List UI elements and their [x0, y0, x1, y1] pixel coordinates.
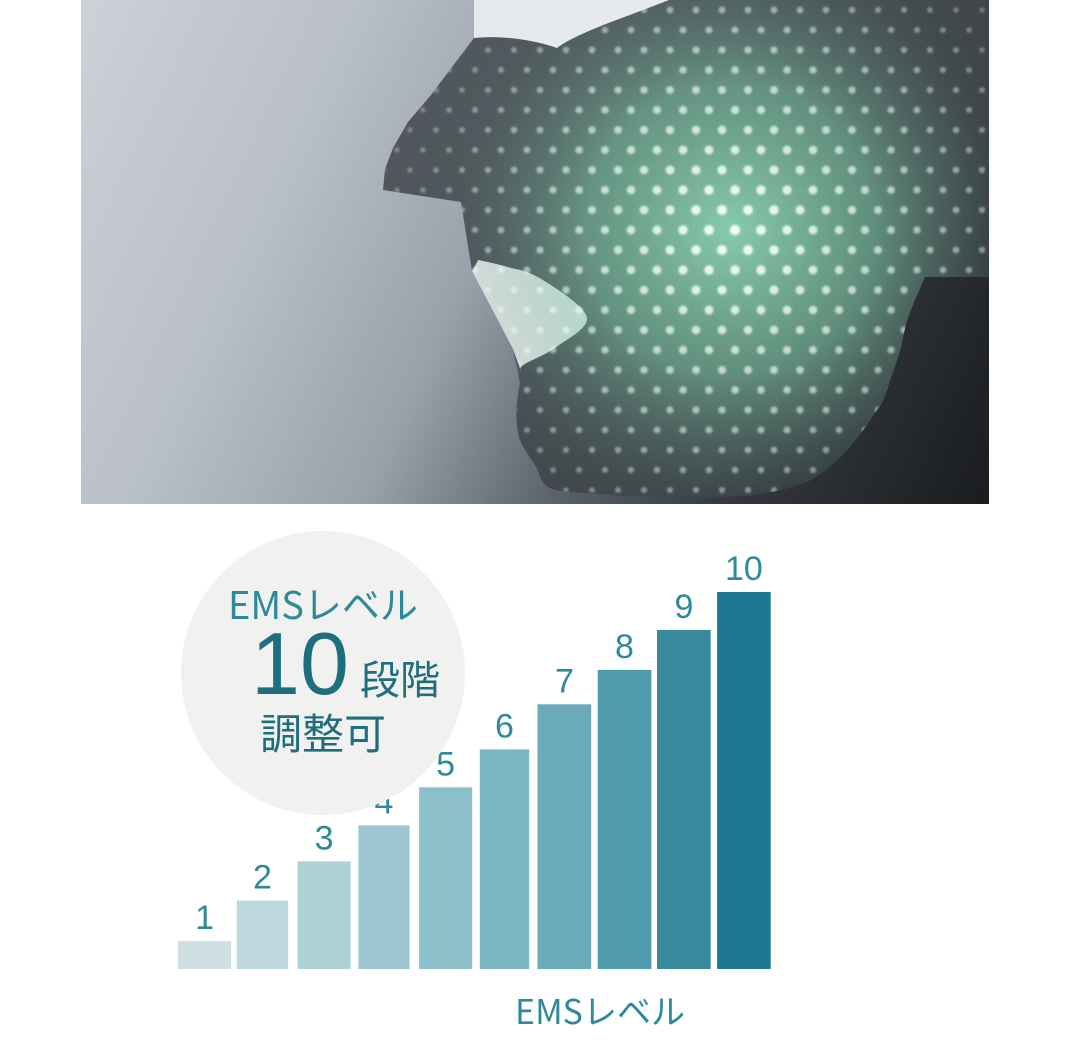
svg-text:10: 10	[725, 550, 763, 588]
svg-text:7: 7	[555, 662, 574, 700]
svg-text:9: 9	[674, 588, 693, 626]
svg-text:6: 6	[495, 707, 514, 745]
svg-text:10: 10	[251, 614, 349, 713]
svg-text:8: 8	[615, 628, 634, 666]
svg-text:2: 2	[253, 859, 272, 897]
svg-text:段階: 段階	[360, 648, 440, 706]
svg-text:EMSレベル: EMSレベル	[515, 985, 685, 1034]
svg-text:調整可: 調整可	[260, 701, 386, 762]
svg-text:1: 1	[195, 899, 214, 937]
svg-text:3: 3	[315, 819, 334, 857]
